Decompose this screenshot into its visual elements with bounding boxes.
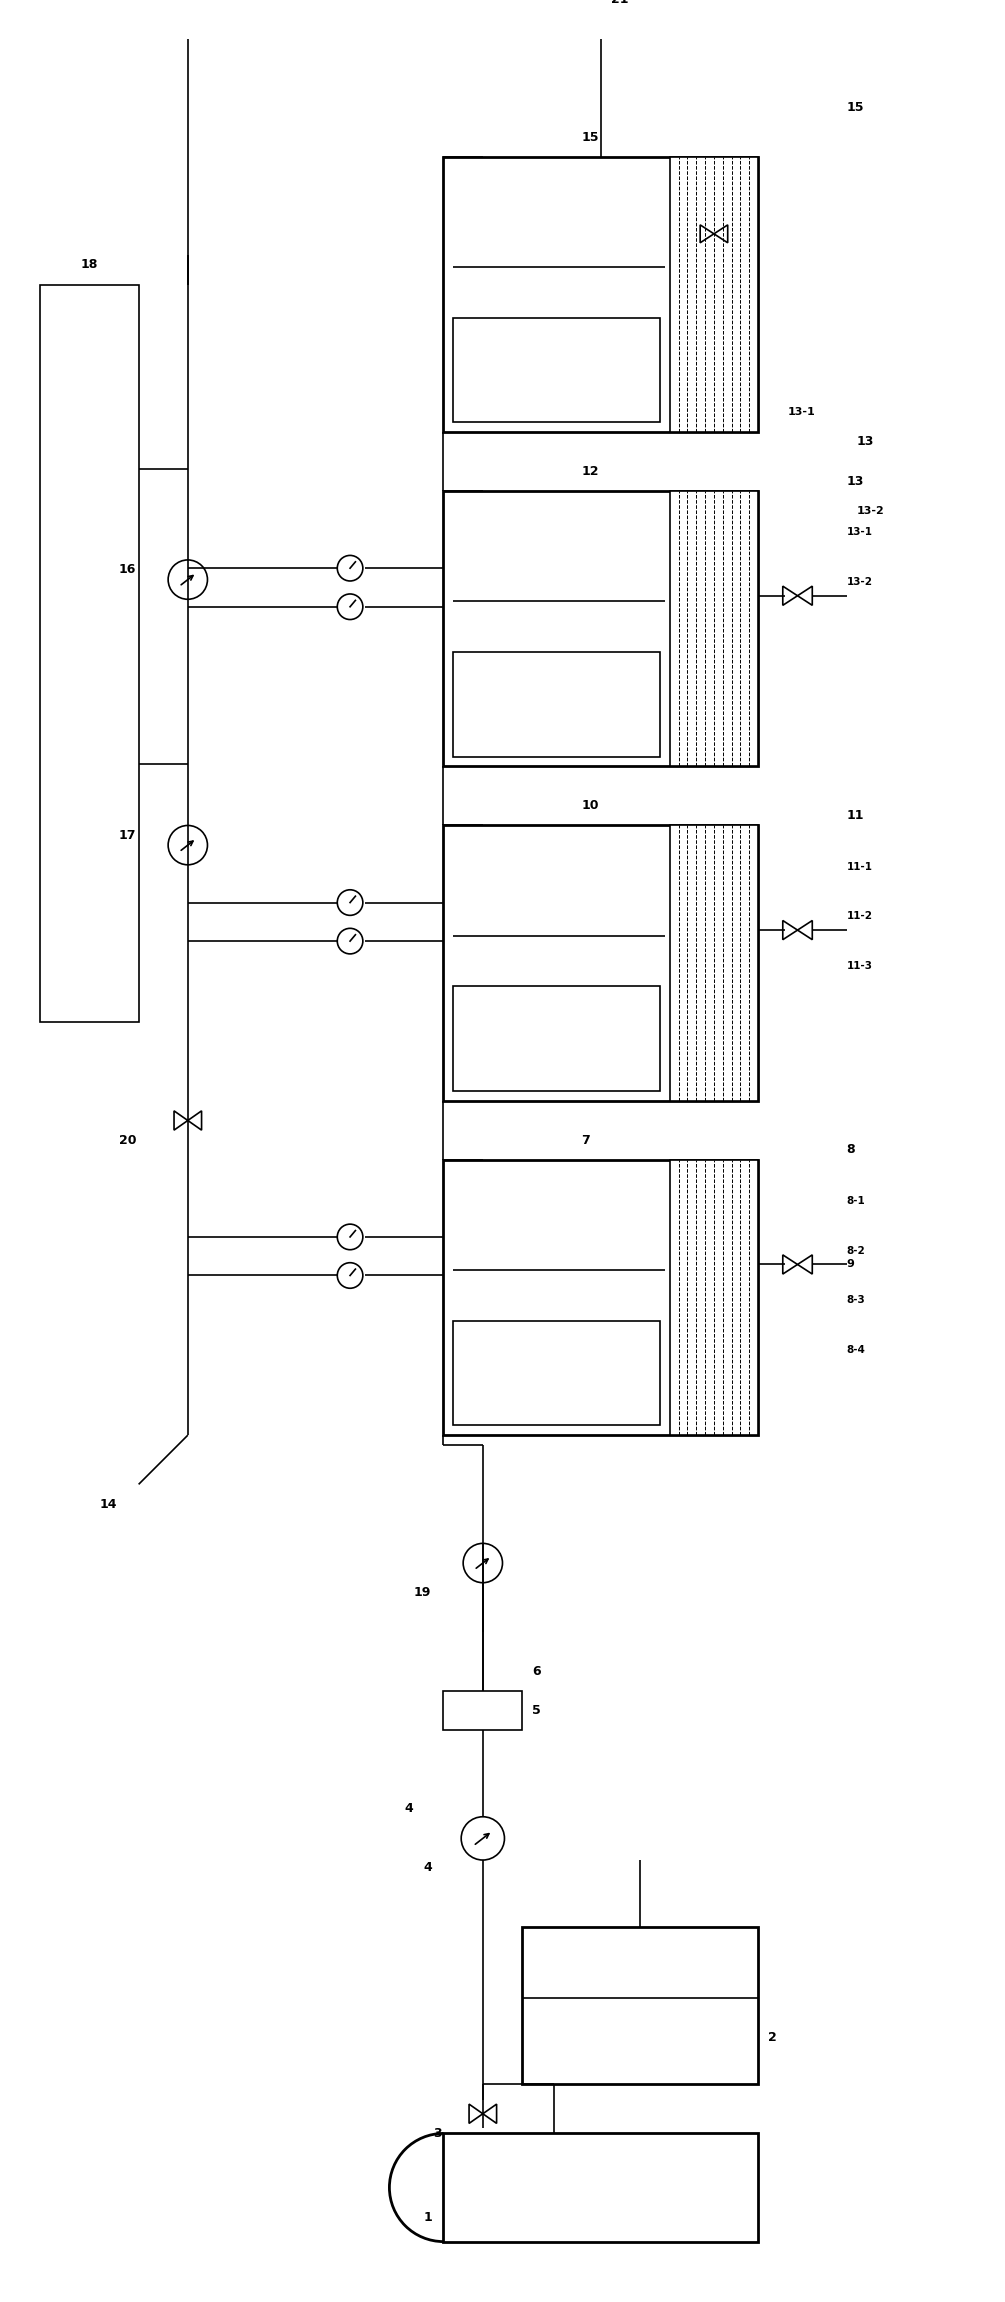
Bar — [669, 1160, 758, 1434]
Text: 16: 16 — [119, 564, 137, 576]
Text: 11-2: 11-2 — [846, 912, 872, 921]
Text: 11-3: 11-3 — [846, 960, 872, 971]
Bar — [443, 157, 758, 433]
Text: 15: 15 — [846, 101, 864, 115]
Text: 11: 11 — [846, 808, 864, 822]
Bar — [443, 2134, 758, 2242]
Text: 8: 8 — [846, 1144, 855, 1156]
Polygon shape — [469, 2104, 482, 2122]
Text: 13-1: 13-1 — [846, 527, 872, 536]
Text: 13-2: 13-2 — [856, 506, 884, 516]
Text: 5: 5 — [532, 1703, 541, 1717]
Bar — [669, 490, 758, 767]
Text: 20: 20 — [119, 1133, 137, 1146]
Text: 21: 21 — [611, 0, 628, 7]
Text: 4: 4 — [404, 1802, 413, 1816]
Polygon shape — [482, 2104, 496, 2122]
Bar — [453, 1321, 660, 1425]
Text: 11-1: 11-1 — [846, 861, 872, 872]
Text: 6: 6 — [532, 1664, 541, 1678]
Text: 3: 3 — [434, 2127, 442, 2141]
Text: 8-4: 8-4 — [846, 1344, 865, 1356]
Text: 13: 13 — [846, 474, 864, 488]
Text: 18: 18 — [80, 258, 98, 272]
Text: 8-2: 8-2 — [846, 1245, 865, 1255]
Text: 15: 15 — [581, 131, 599, 143]
Bar — [523, 1927, 758, 2083]
Bar — [443, 826, 758, 1100]
Text: 13: 13 — [856, 435, 874, 449]
Bar — [453, 318, 660, 421]
Bar — [669, 826, 758, 1100]
Text: 1: 1 — [424, 2210, 432, 2224]
Text: 17: 17 — [119, 829, 137, 843]
Bar — [443, 490, 758, 767]
Text: 10: 10 — [581, 799, 599, 813]
Text: 12: 12 — [581, 465, 599, 479]
Bar — [453, 651, 660, 757]
Text: 7: 7 — [581, 1133, 590, 1146]
Text: 13-1: 13-1 — [788, 407, 815, 417]
Bar — [443, 1160, 758, 1434]
Polygon shape — [188, 1112, 202, 1130]
Text: 14: 14 — [99, 1499, 117, 1510]
Bar — [669, 157, 758, 433]
Bar — [443, 1692, 523, 1731]
Text: 4: 4 — [424, 1862, 432, 1874]
Polygon shape — [174, 1112, 188, 1130]
Text: 19: 19 — [414, 1586, 431, 1600]
Text: 8-3: 8-3 — [846, 1296, 865, 1305]
Text: 2: 2 — [768, 2030, 777, 2044]
Bar — [40, 285, 139, 1022]
Text: 13-2: 13-2 — [846, 578, 872, 587]
Bar — [453, 985, 660, 1091]
Text: 9: 9 — [846, 1259, 854, 1268]
Text: 8-1: 8-1 — [846, 1197, 865, 1206]
